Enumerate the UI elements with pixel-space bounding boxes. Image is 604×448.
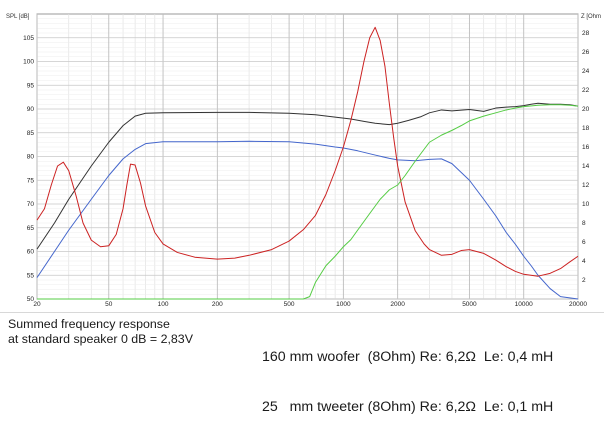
y-right-tick-label: 12 (582, 182, 590, 189)
y-right-tick-label: 16 (582, 144, 590, 151)
x-tick-label: 20000 (569, 301, 587, 308)
x-tick-label: 100 (158, 301, 169, 308)
y-left-tick-label: 50 (27, 296, 35, 303)
frequency-response-chart: 20 50 100 200 500 1000 2000 5000 10000 2000050556… (6, 13, 601, 308)
y-left-tick-label: 95 (27, 82, 35, 89)
x-tick-label: 2000 (390, 301, 405, 308)
x-tick-label: 50 (105, 301, 113, 308)
left-axis-label: SPL [dB] (6, 14, 30, 20)
y-left-tick-label: 65 (27, 225, 35, 232)
x-tick-label: 200 (212, 301, 223, 308)
y-right-tick-label: 20 (582, 106, 590, 113)
woofer-spec: 160 mm woofer (8Ohm) Re: 6,2Ω Le: 0,4 mH (262, 349, 554, 365)
y-left-tick-label: 100 (23, 59, 34, 66)
caption-description: Summed frequency response at standard sp… (8, 317, 193, 347)
x-tick-label: 500 (284, 301, 295, 308)
y-right-tick-label: 8 (582, 220, 586, 227)
y-right-tick-label: 2 (582, 277, 586, 284)
y-left-tick-label: 105 (23, 35, 34, 42)
y-left-tick-label: 75 (27, 177, 35, 184)
series-line-2 (36, 140, 579, 300)
x-tick-label: 10000 (515, 301, 533, 308)
series-line-1 (36, 102, 579, 250)
y-right-tick-label: 14 (582, 163, 590, 170)
y-right-tick-label: 28 (582, 30, 590, 37)
caption-area: Summed frequency response at standard sp… (0, 312, 604, 415)
caption-title: Summed frequency response (8, 317, 170, 331)
y-right-tick-label: 4 (582, 258, 586, 265)
y-left-tick-label: 85 (27, 130, 35, 137)
y-left-tick-label: 70 (27, 201, 35, 208)
x-tick-label: 20 (33, 301, 41, 308)
y-right-tick-label: 18 (582, 125, 590, 132)
caption-reference-level: at standard speaker 0 dB = 2,83V (8, 332, 193, 346)
y-right-tick-label: 22 (582, 87, 590, 94)
x-tick-label: 1000 (336, 301, 351, 308)
right-axis-label: Z [Ohm (581, 14, 601, 20)
series-line-3 (36, 26, 579, 277)
y-left-tick-label: 55 (27, 272, 35, 279)
y-right-tick-label: 26 (582, 49, 590, 56)
x-tick-label: 5000 (462, 301, 477, 308)
y-left-tick-label: 80 (27, 154, 35, 161)
tweeter-spec: 25 mm tweeter (8Ohm) Re: 6,2Ω Le: 0,1 mH (262, 398, 554, 415)
y-right-tick-label: 10 (582, 201, 590, 208)
y-right-tick-label: 6 (582, 239, 586, 246)
y-left-tick-label: 90 (27, 106, 35, 113)
y-left-tick-label: 60 (27, 249, 35, 256)
y-right-tick-label: 24 (582, 68, 590, 75)
series-line-4 (37, 104, 579, 300)
driver-specs: 160 mm woofer (8Ohm) Re: 6,2Ω Le: 0,4 mH… (262, 316, 553, 448)
